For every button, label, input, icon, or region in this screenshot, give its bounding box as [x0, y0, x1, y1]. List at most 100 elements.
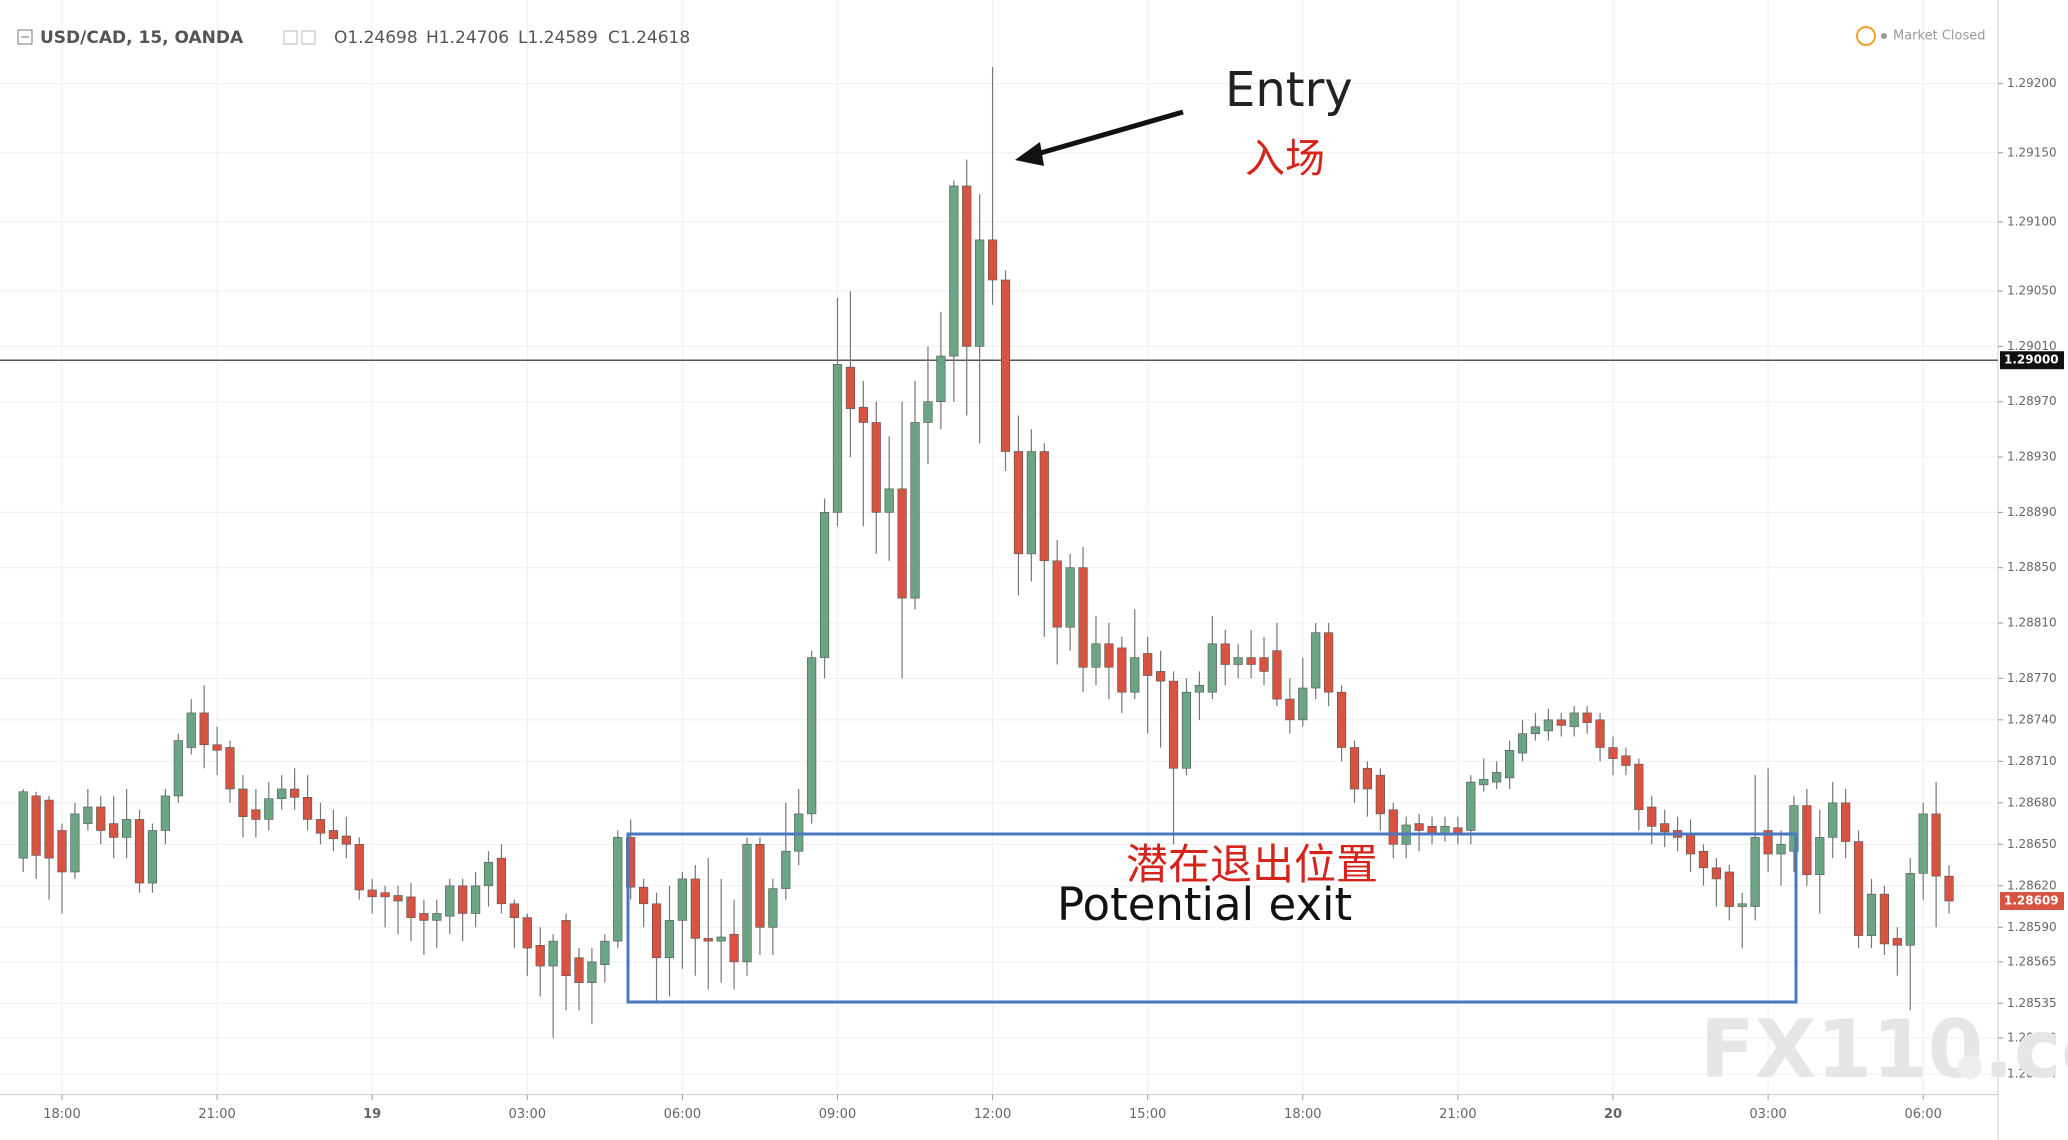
- candle-body: [302, 796, 313, 820]
- y-tick-label: 1.28590: [2007, 920, 2057, 934]
- annotation-exit: Potential exit: [1057, 878, 1352, 931]
- x-tick-label: 06:00: [664, 1107, 701, 1122]
- candle-body: [639, 886, 649, 905]
- ohlc-close: C1.24618: [608, 28, 690, 48]
- candle-body: [70, 813, 80, 873]
- candle-body: [1414, 823, 1424, 831]
- candle-body: [445, 885, 455, 917]
- candle-body: [1427, 826, 1437, 834]
- candle-body: [975, 239, 985, 347]
- candle-body: [134, 819, 145, 884]
- candle-body: [1143, 653, 1153, 676]
- annotation-exit-cn: 潜在退出位置: [1126, 840, 1378, 889]
- candle-body: [367, 889, 377, 898]
- icon[interactable]: [283, 30, 298, 45]
- candle-body: [1298, 687, 1308, 721]
- candle-body: [1000, 279, 1011, 452]
- candle-body: [1517, 733, 1528, 754]
- candle-body: [1440, 826, 1450, 834]
- candle-body: [1802, 805, 1812, 876]
- watermark: FX110.com: [1700, 1003, 2068, 1096]
- candle-body: [1052, 560, 1062, 628]
- candle-body: [1388, 809, 1398, 845]
- candle-body: [483, 862, 494, 887]
- candle-body: [742, 844, 752, 963]
- candle-body: [626, 837, 636, 888]
- candle-body: [1194, 684, 1204, 693]
- level-price-tag: 1.29000: [2004, 353, 2059, 367]
- candle-body: [199, 712, 209, 746]
- y-tick-label: 1.28484: [2007, 1066, 2057, 1080]
- candle-body: [18, 791, 28, 859]
- y-tick-label: 1.29150: [2007, 145, 2057, 159]
- candle-body: [1181, 691, 1192, 769]
- x-tick-label: 20: [1604, 1107, 1622, 1122]
- candle-body: [212, 744, 222, 751]
- candle-body: [690, 878, 700, 939]
- candle-body: [651, 903, 662, 959]
- ohlc-open: O1.24698: [334, 28, 418, 48]
- candle-body: [1828, 802, 1838, 838]
- market-status: Market Closed: [1893, 29, 1986, 44]
- candle-body: [884, 488, 894, 513]
- ohlc-low: L1.24589: [518, 28, 598, 48]
- candle-body: [755, 844, 765, 928]
- candle-body: [858, 406, 868, 423]
- candle-body: [1065, 567, 1075, 628]
- candle-body: [1233, 657, 1243, 665]
- candle-body: [987, 239, 998, 281]
- x-tick-label: 12:00: [974, 1107, 1011, 1122]
- close-button[interactable]: [1958, 1055, 1982, 1079]
- candle-body: [1453, 827, 1463, 834]
- x-tick-label: 21:00: [198, 1107, 235, 1122]
- candle-body: [406, 896, 416, 918]
- candle-body: [1905, 873, 1915, 946]
- candle-body: [600, 940, 610, 965]
- candle-body: [910, 422, 920, 599]
- candle-body: [1130, 657, 1140, 693]
- candle-body: [225, 747, 235, 790]
- candle-body: [1168, 680, 1179, 769]
- candle-body: [1543, 719, 1553, 732]
- candle-body: [677, 878, 687, 921]
- candle-body: [1595, 719, 1605, 748]
- candle-body: [1737, 903, 1747, 907]
- candle-body: [1311, 632, 1321, 689]
- candle-body: [380, 892, 390, 898]
- candle-body: [1724, 871, 1734, 907]
- icon[interactable]: [301, 30, 316, 45]
- symbol: USD/CAD, 15, OANDA: [40, 28, 244, 48]
- y-tick-label: 1.28850: [2007, 560, 2057, 574]
- candle-body: [393, 895, 403, 902]
- candle-body: [96, 806, 106, 831]
- candle-body: [781, 850, 791, 889]
- candle-body: [1931, 813, 1941, 877]
- candle-body: [1634, 763, 1644, 811]
- candle-body: [1608, 747, 1618, 759]
- candle-body: [1556, 719, 1566, 726]
- candle-body: [238, 788, 248, 817]
- candle-body: [1039, 451, 1049, 562]
- candle-body: [1569, 712, 1579, 728]
- x-tick-label: 06:00: [1904, 1107, 1941, 1122]
- entry-arrow-head: [1015, 142, 1044, 166]
- collapse-icon[interactable]: [17, 29, 33, 45]
- x-tick-label: 21:00: [1439, 1107, 1476, 1122]
- candle-body: [1091, 643, 1101, 668]
- candle-body: [264, 798, 274, 820]
- y-tick-label: 1.28770: [2007, 671, 2057, 685]
- candle-body: [1207, 643, 1217, 693]
- candle-body: [1117, 647, 1127, 693]
- candle-body: [1220, 643, 1230, 665]
- candle-body: [1259, 657, 1269, 672]
- candle-body: [31, 795, 41, 856]
- y-tick-label: 1.28510: [2007, 1030, 2057, 1044]
- x-tick-label: 03:00: [509, 1107, 546, 1122]
- candle-body: [716, 936, 726, 942]
- candle-body: [1685, 834, 1696, 855]
- candle-body: [613, 837, 623, 942]
- candle-body: [587, 961, 597, 983]
- candle-body: [1621, 755, 1631, 766]
